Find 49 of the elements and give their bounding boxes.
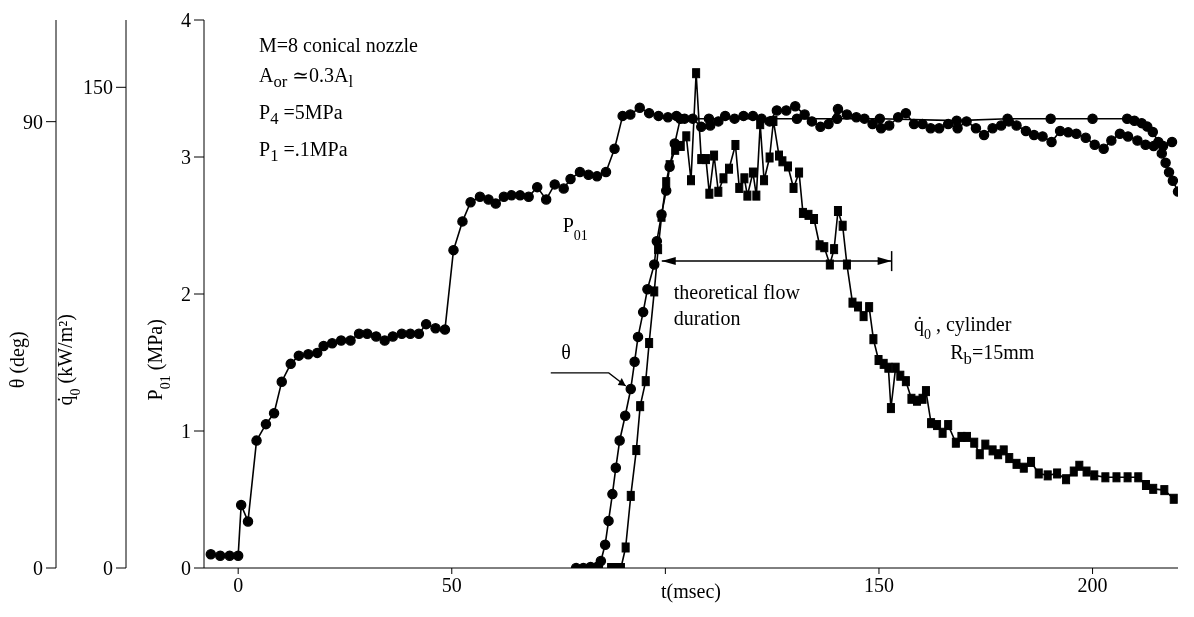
x-tick-label: 200 bbox=[1077, 574, 1108, 597]
point bbox=[1160, 157, 1171, 169]
point bbox=[599, 539, 611, 550]
x-tick-label: 50 bbox=[441, 574, 462, 597]
point bbox=[595, 555, 607, 567]
point bbox=[1163, 167, 1175, 178]
y3-tick-label: 0 bbox=[33, 557, 43, 579]
point bbox=[1156, 148, 1168, 159]
point bbox=[637, 306, 649, 318]
point bbox=[703, 113, 715, 124]
annotation: A$_{or}$ ≃0.3A$_{l}$ bbox=[259, 63, 355, 93]
point bbox=[660, 185, 672, 196]
point bbox=[649, 259, 660, 270]
series-label: P$_{01}$ bbox=[562, 214, 588, 243]
point bbox=[874, 113, 886, 124]
y2-tick-label: 150 bbox=[83, 76, 113, 99]
x-tick-label: 0 bbox=[233, 574, 244, 597]
x-axis-title: t(msec) bbox=[661, 580, 721, 603]
annotation: R$_{b}$=15mm bbox=[950, 340, 1035, 369]
annotation: P$_{4}$ =5MPa bbox=[259, 100, 344, 130]
y-tick-label: 3 bbox=[181, 146, 191, 168]
annotation: theoretical flow duration bbox=[673, 280, 801, 332]
series-label: q̇$_{0}$ , cylinder bbox=[913, 313, 1012, 342]
point bbox=[1167, 175, 1178, 186]
point bbox=[632, 331, 644, 343]
point bbox=[625, 383, 637, 395]
y-tick-label: 1 bbox=[181, 420, 191, 442]
point bbox=[831, 113, 843, 124]
point bbox=[1087, 113, 1098, 124]
point bbox=[603, 515, 614, 527]
point bbox=[791, 113, 803, 124]
point bbox=[1147, 126, 1159, 138]
point bbox=[951, 115, 962, 126]
point bbox=[629, 356, 640, 367]
y2-tick-label: 0 bbox=[103, 557, 113, 579]
text: θ bbox=[561, 340, 571, 363]
y3-tick-label: 90 bbox=[23, 110, 43, 133]
annotation: M=8 conical nozzle bbox=[259, 33, 418, 58]
annotation: P$_{1}$ =.1MPa bbox=[259, 137, 349, 167]
y-tick-label: 4 bbox=[181, 9, 191, 31]
y-tick-label: 2 bbox=[181, 283, 191, 305]
point bbox=[1045, 113, 1056, 124]
point bbox=[619, 410, 631, 421]
point bbox=[610, 462, 622, 474]
point bbox=[607, 488, 618, 500]
point bbox=[614, 435, 625, 446]
y3-axis-title: θ (deg) bbox=[6, 331, 29, 389]
y-tick-label: 0 bbox=[181, 557, 191, 579]
x-tick-label: 150 bbox=[863, 574, 894, 597]
